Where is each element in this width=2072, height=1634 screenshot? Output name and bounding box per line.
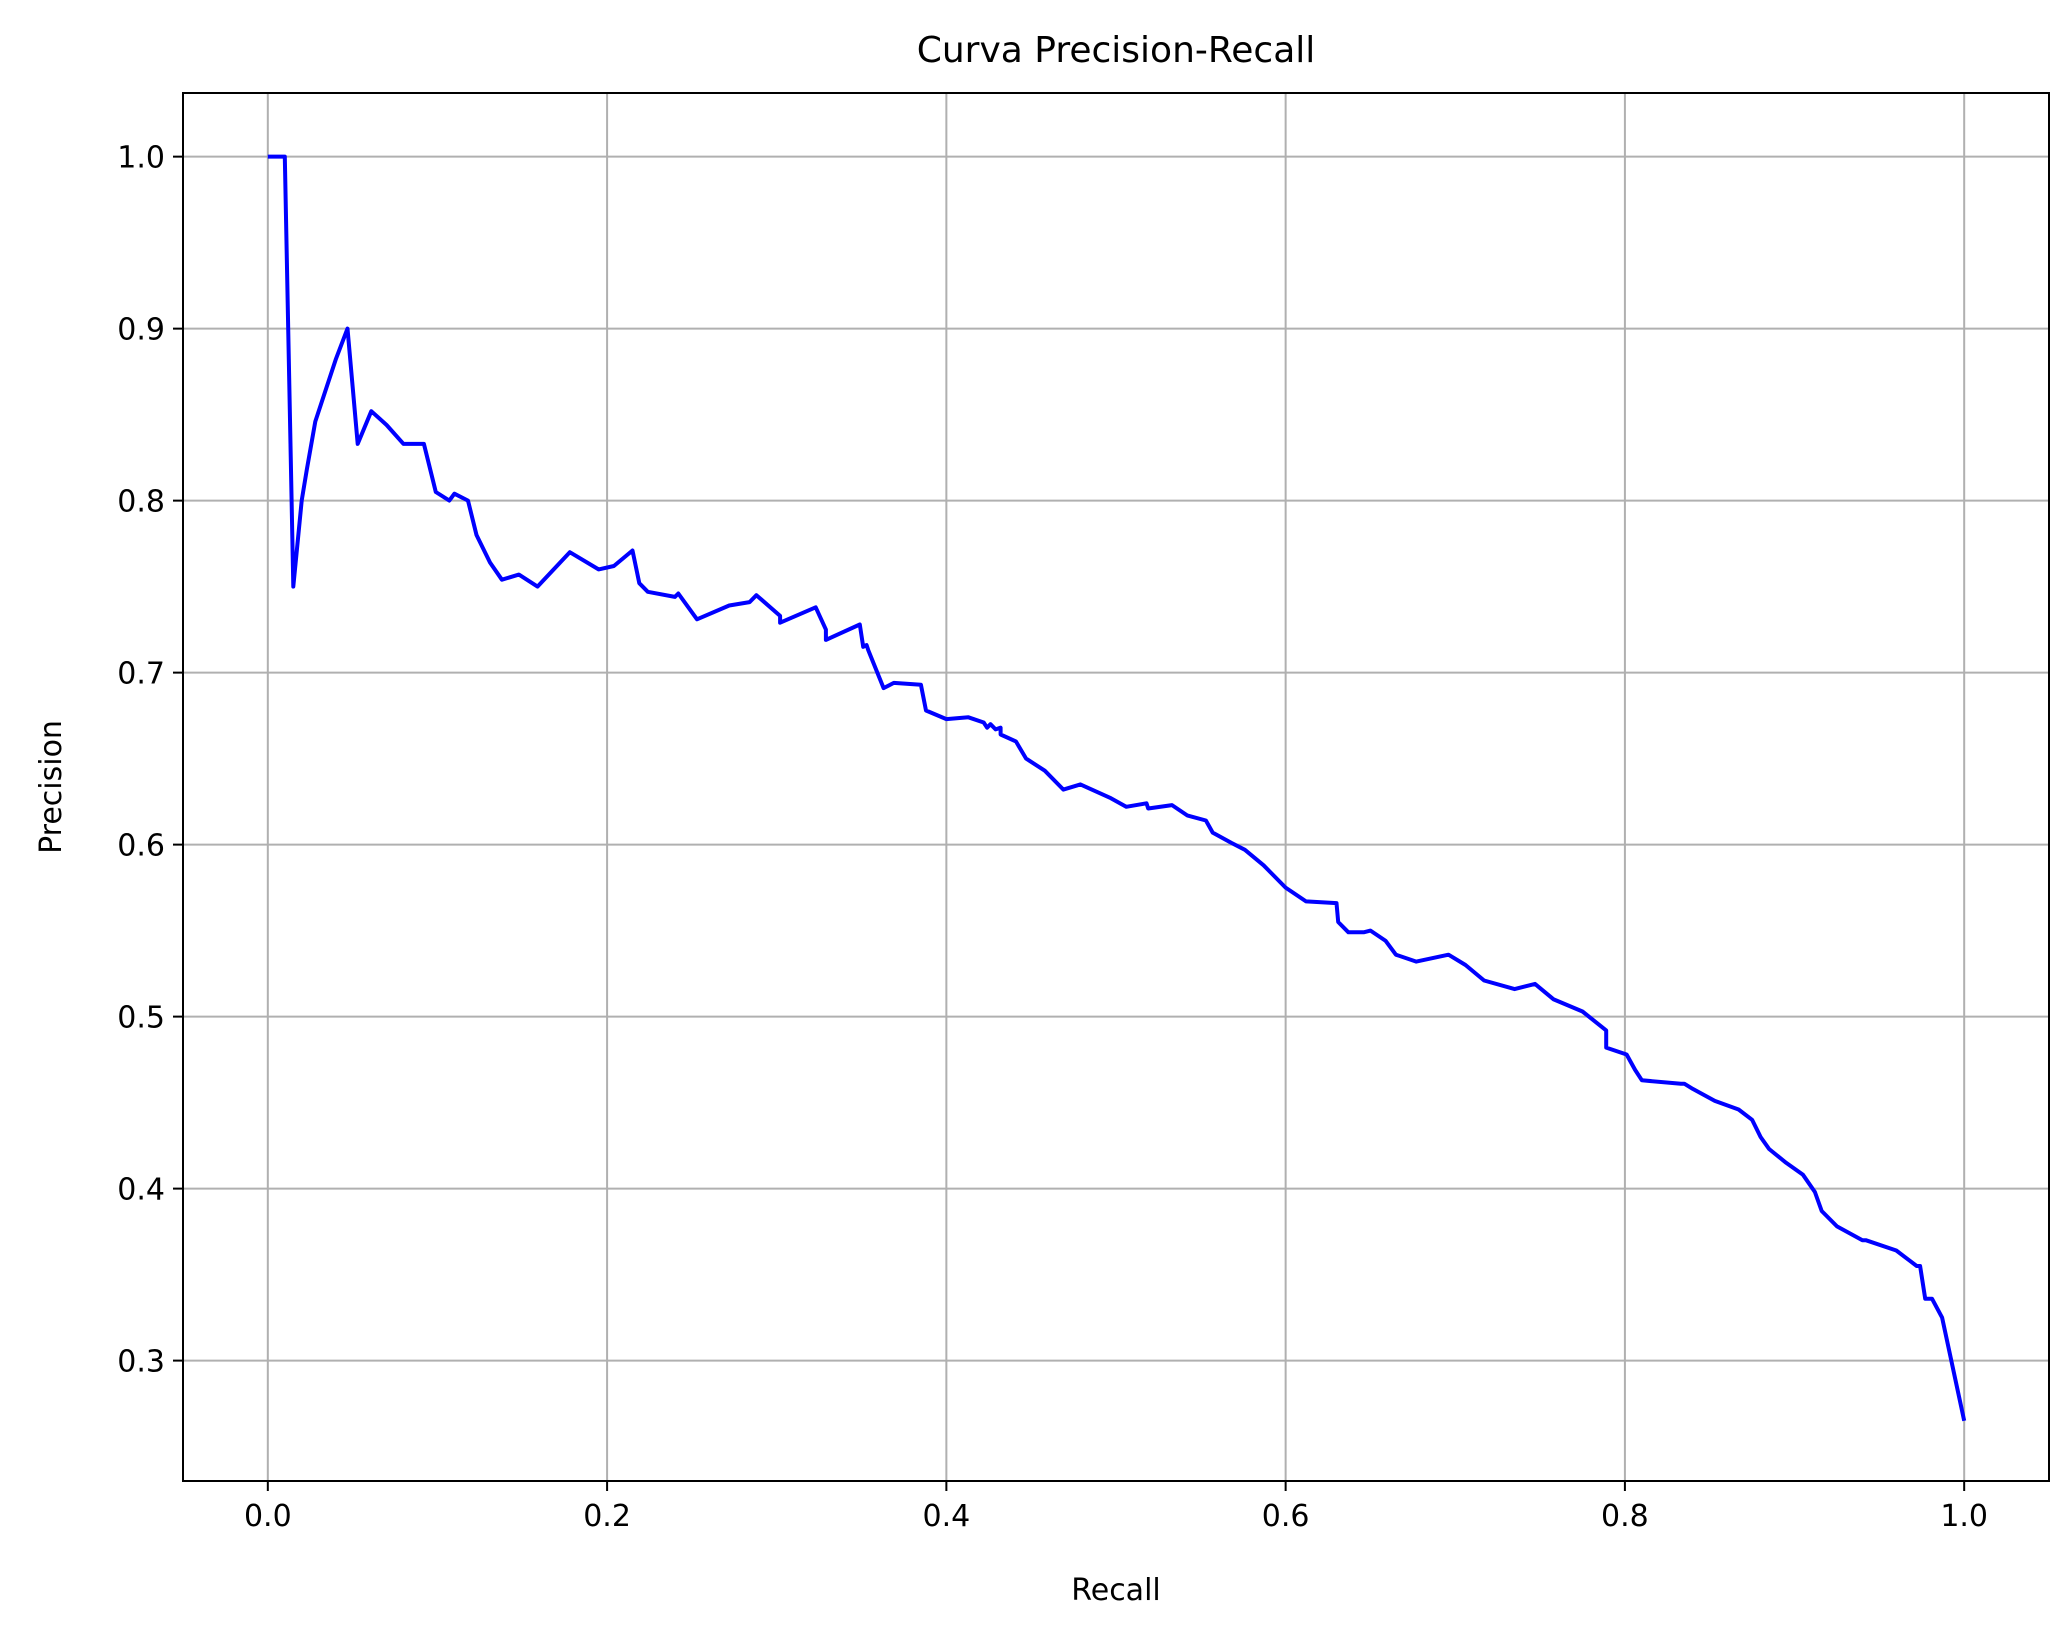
y-axis: 0.3 0.4 0.5 0.6 0.7 0.8 0.9 1.0 (117, 141, 183, 1380)
chart-title: Curva Precision-Recall (917, 30, 1316, 71)
precision-recall-line (267, 154, 1967, 1422)
x-axis-title: Recall (1071, 1573, 1161, 1608)
y-tick-label: 0.7 (117, 657, 165, 692)
x-tick-label: 0.4 (923, 1499, 971, 1534)
y-tick-label: 1.0 (117, 141, 165, 176)
x-axis: 0.0 0.2 0.4 0.6 0.8 1.0 (244, 1481, 1988, 1534)
grid-lines (183, 93, 2049, 1481)
plot-frame (182, 92, 2050, 1482)
y-tick-label: 0.4 (117, 1173, 165, 1208)
y-axis-title: Precision (34, 720, 69, 854)
y-tick-label: 0.8 (117, 485, 165, 520)
x-tick-label: 0.8 (1601, 1499, 1649, 1534)
x-tick-label: 0.2 (583, 1499, 631, 1534)
y-tick-label: 0.6 (117, 829, 165, 864)
x-tick-label: 0.6 (1262, 1499, 1310, 1534)
series-layer (267, 154, 1967, 1422)
x-tick-label: 0.0 (244, 1499, 292, 1534)
y-tick-label: 0.9 (117, 313, 165, 348)
x-tick-label: 1.0 (1940, 1499, 1988, 1534)
y-tick-label: 0.5 (117, 1001, 165, 1036)
y-tick-label: 0.3 (117, 1345, 165, 1380)
